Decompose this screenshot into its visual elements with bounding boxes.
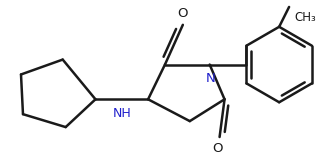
Text: CH₃: CH₃ bbox=[294, 11, 316, 24]
Text: N: N bbox=[206, 72, 215, 85]
Text: O: O bbox=[178, 7, 188, 20]
Text: O: O bbox=[212, 142, 223, 155]
Text: NH: NH bbox=[113, 107, 132, 120]
